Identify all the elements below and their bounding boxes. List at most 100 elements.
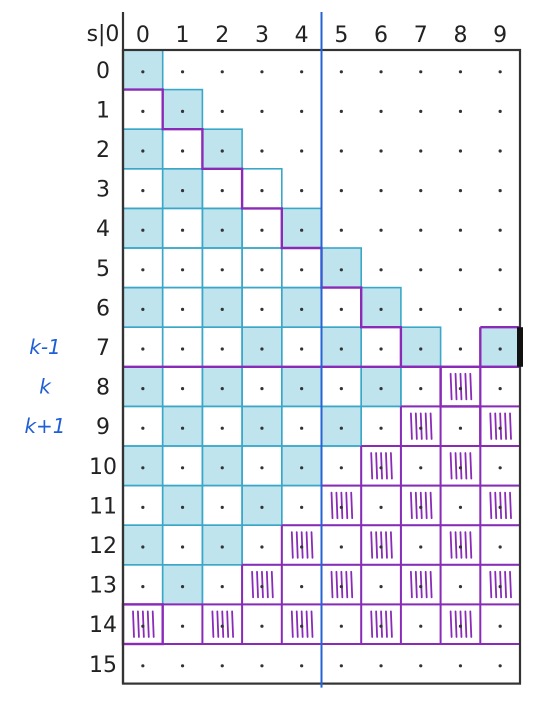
grid-cell xyxy=(320,365,363,408)
hatch-stroke xyxy=(389,531,393,559)
col-header: 6 xyxy=(374,23,388,48)
hatch-stroke xyxy=(449,610,453,638)
cell-dot xyxy=(260,426,264,430)
cell-dot xyxy=(498,426,502,430)
col-header: 9 xyxy=(493,23,507,48)
hatch-stroke xyxy=(310,610,314,638)
shaded-cell xyxy=(281,366,322,407)
shaded-cell xyxy=(123,446,163,486)
cell-dot xyxy=(141,189,145,193)
cell-dot xyxy=(458,189,463,193)
cell-dot xyxy=(141,70,145,74)
cell-dot xyxy=(260,149,264,153)
cell-dot xyxy=(300,268,304,272)
shaded-cell xyxy=(162,89,203,130)
cell-dot xyxy=(379,268,383,272)
cell-dot xyxy=(260,585,264,589)
hatch-stroke xyxy=(335,491,339,520)
shaded-cell xyxy=(162,564,203,605)
cell-dot xyxy=(458,307,463,311)
cell-dot xyxy=(458,505,463,509)
hatch-stroke xyxy=(295,610,299,638)
shaded-cell xyxy=(400,327,441,367)
hatch-stroke xyxy=(375,452,379,480)
hatch-stroke xyxy=(459,452,463,480)
hatch-stroke xyxy=(414,491,418,520)
shaded-cell xyxy=(242,327,282,367)
cell-dot xyxy=(141,624,145,628)
hatch-stroke xyxy=(509,570,512,599)
shaded-cell xyxy=(321,248,362,288)
cell-dot xyxy=(180,505,185,509)
hatch-stroke xyxy=(345,570,349,599)
row-header: 10 xyxy=(89,455,117,480)
grid-cell xyxy=(122,563,164,606)
hatch-stroke xyxy=(375,610,379,638)
row-header: 13 xyxy=(89,574,117,599)
col-header: 1 xyxy=(176,23,190,48)
cell-dot xyxy=(379,624,383,628)
row-header: 7 xyxy=(96,336,110,361)
hatch-stroke xyxy=(330,570,334,599)
cell-dot xyxy=(300,664,304,668)
cell-dot xyxy=(458,545,463,549)
cell-dot xyxy=(458,466,463,470)
hatched-cell xyxy=(449,531,473,559)
cell-dot xyxy=(458,387,463,391)
hatch-stroke xyxy=(459,531,463,559)
cell-dot xyxy=(498,268,502,272)
shaded-cell xyxy=(123,129,163,169)
cell-dot xyxy=(379,505,383,509)
cell-dot xyxy=(419,585,423,589)
grid-cell xyxy=(280,405,323,447)
hatch-stroke xyxy=(380,610,383,638)
hatched-cell xyxy=(370,452,393,480)
cell-dot xyxy=(260,189,264,193)
cell-dot xyxy=(379,387,383,391)
grid-cell xyxy=(320,286,363,329)
hatch-stroke xyxy=(350,570,354,599)
hatched-cell xyxy=(132,610,155,638)
grid-cell xyxy=(241,524,283,566)
cell-dot xyxy=(220,228,224,232)
cell-dot xyxy=(379,189,383,193)
cell-dot xyxy=(498,545,502,549)
cell-dot xyxy=(419,426,423,430)
grid-cell xyxy=(320,445,363,487)
cell-dot xyxy=(141,426,145,430)
hatch-stroke xyxy=(146,610,150,638)
cell-dot xyxy=(220,70,224,74)
cell-dot xyxy=(498,347,502,351)
shaded-cell xyxy=(202,366,243,407)
hatch-stroke xyxy=(290,610,294,638)
shaded-cell xyxy=(202,446,243,486)
cell-dot xyxy=(141,387,145,391)
cell-dot xyxy=(260,505,264,509)
cell-dot xyxy=(180,426,185,430)
shaded-cell xyxy=(202,287,243,328)
cell-dot xyxy=(339,268,343,272)
hatch-stroke xyxy=(295,531,299,559)
hatch-stroke xyxy=(385,531,388,559)
cell-dot xyxy=(498,664,502,668)
cell-dot xyxy=(339,70,343,74)
shaded-cell xyxy=(123,525,163,565)
hatch-stroke xyxy=(290,531,294,559)
hatch-stroke xyxy=(389,610,393,638)
hatch-stroke xyxy=(141,610,145,638)
cell-dot xyxy=(260,268,264,272)
hatch-stroke xyxy=(251,570,255,599)
hatch-stroke xyxy=(509,412,512,440)
cell-dot xyxy=(458,347,463,351)
cell-dot xyxy=(300,426,304,430)
hatch-stroke xyxy=(499,570,503,599)
shaded-cell xyxy=(162,485,203,526)
hatch-stroke xyxy=(340,491,344,520)
grid-cell xyxy=(201,563,243,606)
hatch-stroke xyxy=(494,491,498,520)
hatch-stroke xyxy=(454,610,458,638)
grid-cell xyxy=(241,286,283,329)
col-header: 5 xyxy=(334,23,348,48)
grid-cell xyxy=(479,524,521,566)
